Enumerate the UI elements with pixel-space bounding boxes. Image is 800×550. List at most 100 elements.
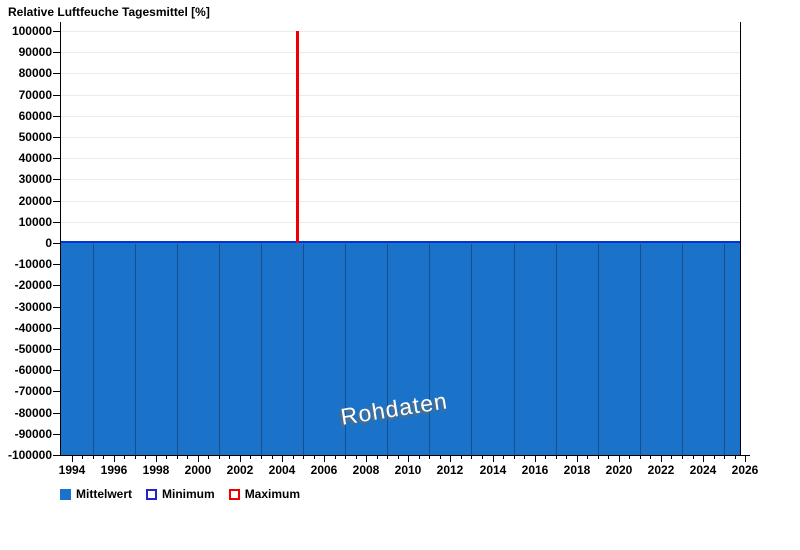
x-axis-major-tick <box>324 456 325 462</box>
x-axis-minor-tick <box>682 456 683 459</box>
y-axis-tick <box>53 73 60 75</box>
bar-separator <box>177 244 178 455</box>
h-gridline <box>61 115 740 117</box>
x-axis-minor-tick <box>640 456 641 459</box>
y-axis-tick <box>53 370 60 372</box>
y-axis-tick-label: -90000 <box>14 426 52 441</box>
x-axis-major-tick <box>408 456 409 462</box>
x-axis-major-tick <box>450 456 451 462</box>
y-axis-tick-label: -60000 <box>14 363 52 378</box>
x-axis-major-tick <box>619 456 620 462</box>
y-axis-tick-label: 0 <box>45 236 52 250</box>
y-axis-line <box>60 22 61 455</box>
x-axis-major-tick <box>366 456 367 462</box>
y-axis-tick <box>53 243 60 244</box>
chart-legend: Mittelwert Minimum Maximum <box>60 488 314 501</box>
x-axis-major-tick <box>493 456 494 462</box>
y-axis-tick <box>53 264 60 266</box>
x-axis-minor-tick <box>345 456 346 459</box>
y-axis-tick <box>53 285 60 287</box>
x-axis-major-tick <box>114 456 115 462</box>
x-axis-minor-tick <box>177 456 178 459</box>
y-axis-tick <box>53 412 60 414</box>
x-axis-minor-tick <box>608 456 609 459</box>
x-axis-minor-tick <box>503 456 504 459</box>
legend-label-minimum: Minimum <box>162 487 215 501</box>
bar-separator <box>135 244 136 455</box>
x-axis-minor-tick <box>735 456 736 459</box>
x-axis-minor-tick <box>693 456 694 459</box>
x-axis-minor-tick <box>219 456 220 459</box>
x-axis-minor-tick <box>587 456 588 459</box>
y-axis-tick <box>53 52 60 54</box>
maximum-swatch-icon <box>228 489 240 500</box>
x-axis-major-tick <box>703 456 704 462</box>
x-axis-tick-label: 2000 <box>184 463 212 477</box>
y-axis-tick-label: 60000 <box>18 108 52 123</box>
right-border-line <box>740 22 741 455</box>
legend-item-maximum: Maximum <box>228 488 300 501</box>
y-axis-tick-label: -100000 <box>7 448 52 462</box>
y-axis-tick-label: 80000 <box>18 66 52 81</box>
y-axis-tick <box>53 306 60 308</box>
y-axis-tick-label: -50000 <box>14 342 52 356</box>
bar-separator <box>724 244 725 455</box>
x-axis-line <box>60 455 750 456</box>
x-axis-major-tick <box>577 456 578 462</box>
x-axis-minor-tick <box>398 456 399 459</box>
x-axis-minor-tick <box>524 456 525 459</box>
bar-separator <box>345 244 346 455</box>
x-axis-minor-tick <box>566 456 567 459</box>
bar-separator <box>303 244 304 455</box>
y-axis-tick <box>53 31 60 32</box>
x-axis-major-tick <box>156 456 157 462</box>
x-axis-minor-tick <box>314 456 315 459</box>
bar-separator <box>471 244 472 455</box>
h-gridline <box>61 158 740 160</box>
y-axis-tick-label: -20000 <box>14 278 52 293</box>
x-axis-tick-label: 2018 <box>563 463 591 477</box>
x-axis-tick-label: 2024 <box>689 463 717 477</box>
y-axis-tick-label: 50000 <box>18 130 52 144</box>
x-axis-minor-tick <box>187 456 188 459</box>
x-axis-minor-tick <box>629 456 630 459</box>
x-axis-minor-tick <box>145 456 146 459</box>
y-axis-tick-label: 30000 <box>18 172 52 187</box>
y-axis-tick-label: -80000 <box>14 405 52 420</box>
x-axis-minor-tick <box>471 456 472 459</box>
x-axis-minor-tick <box>166 456 167 459</box>
x-axis-minor-tick <box>461 456 462 459</box>
y-axis-tick <box>53 179 60 181</box>
maximum-spike-line <box>296 31 299 243</box>
x-axis-tick-label: 2008 <box>352 463 380 477</box>
bar-separator <box>93 244 94 455</box>
y-axis-tick <box>53 158 60 160</box>
x-axis-minor-tick <box>724 456 725 459</box>
legend-item-mittelwert: Mittelwert <box>60 488 132 501</box>
h-gridline <box>61 137 740 138</box>
x-axis-tick-label: 2014 <box>479 463 507 477</box>
x-axis-major-tick <box>745 456 746 462</box>
x-axis-minor-tick <box>387 456 388 459</box>
x-axis-minor-tick <box>377 456 378 459</box>
x-axis-major-tick <box>282 456 283 462</box>
x-axis-tick-label: 2002 <box>226 463 254 477</box>
bar-separator <box>514 244 515 455</box>
y-axis-tick <box>53 327 60 329</box>
h-gridline <box>61 52 740 54</box>
x-axis-minor-tick <box>303 456 304 459</box>
y-axis-tick <box>53 433 60 435</box>
x-axis-minor-tick <box>272 456 273 459</box>
x-axis-minor-tick <box>82 456 83 459</box>
y-axis-tick-label: 90000 <box>18 45 52 60</box>
y-axis-tick <box>53 391 60 393</box>
x-axis-tick-label: 2004 <box>268 463 296 477</box>
x-axis-major-tick <box>661 456 662 462</box>
x-axis-minor-tick <box>124 456 125 459</box>
mittelwert-bars-area <box>61 241 740 455</box>
bar-separator <box>556 244 557 455</box>
legend-label-mittelwert: Mittelwert <box>76 487 133 501</box>
bar-separator <box>261 244 262 455</box>
x-axis-tick-label: 2010 <box>394 463 422 477</box>
y-axis-tick <box>53 349 60 350</box>
